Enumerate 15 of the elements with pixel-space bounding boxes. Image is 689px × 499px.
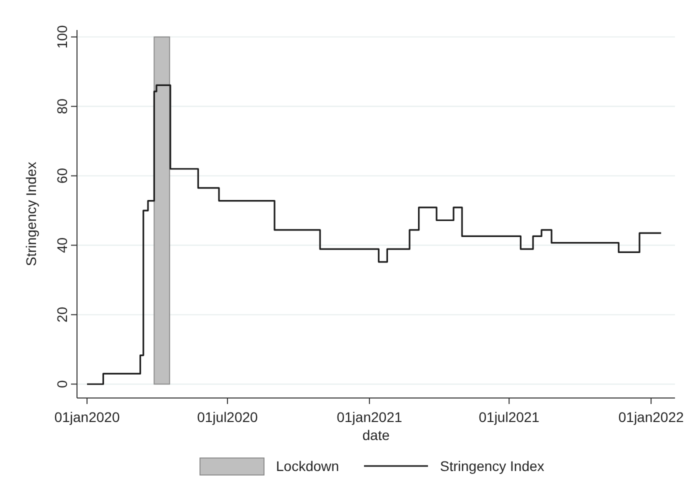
x-tick-label: 01jan2022 xyxy=(618,409,684,425)
x-tick-label: 01jan2021 xyxy=(336,409,402,425)
y-tick-label: 40 xyxy=(54,237,70,254)
y-tick-label: 80 xyxy=(54,98,70,114)
y-tick-label: 0 xyxy=(54,380,70,388)
x-tick-label: 01jan2020 xyxy=(54,409,120,425)
legend-label: Stringency Index xyxy=(440,458,544,474)
y-tick-label: 100 xyxy=(54,25,70,49)
x-tick-label: 01jul2020 xyxy=(197,409,258,425)
legend-label: Lockdown xyxy=(276,458,340,474)
y-tick-label: 20 xyxy=(54,306,70,322)
x-axis-title: date xyxy=(362,427,390,443)
y-axis-title: Stringency Index xyxy=(23,162,39,266)
y-tick-label: 60 xyxy=(54,168,70,184)
x-tick-label: 01jul2021 xyxy=(478,409,540,425)
